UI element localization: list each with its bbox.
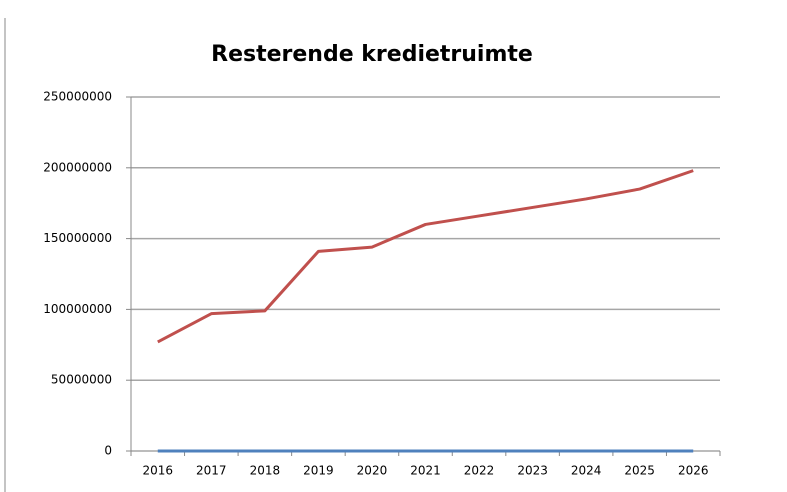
y-tick-label: 200000000 [43, 160, 112, 174]
chart-title: Resterende kredietruimte [211, 42, 533, 67]
x-tick-label: 2025 [624, 464, 655, 478]
x-tick-label: 2023 [517, 464, 548, 478]
line-series [157, 169, 694, 344]
x-tick-label: 2019 [303, 464, 334, 478]
y-tick-label: 0 [104, 444, 112, 458]
y-tick-label: 100000000 [43, 302, 112, 316]
x-tick-label: 2022 [464, 464, 495, 478]
x-tick-label: 2020 [357, 464, 388, 478]
y-tick-label: 150000000 [43, 231, 112, 245]
x-tick-label: 2026 [678, 464, 709, 478]
x-tick-label: 2021 [410, 464, 441, 478]
x-tick-label: 2018 [250, 464, 281, 478]
x-tick-label: 2017 [196, 464, 227, 478]
x-tick-label: 2024 [571, 464, 602, 478]
y-tick-label: 50000000 [51, 373, 112, 387]
x-tick-label: 2016 [142, 464, 173, 478]
y-tick-label: 250000000 [43, 90, 112, 104]
